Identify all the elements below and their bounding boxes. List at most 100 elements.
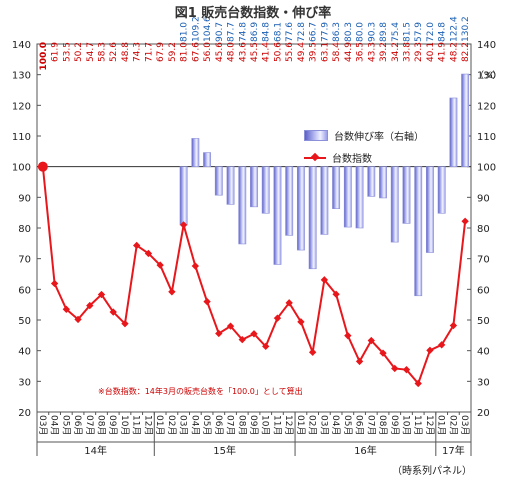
year-group-label: 16年 [354,444,377,457]
x-tick-label: 02月 [307,415,318,435]
y-left-tick-label: 30 [18,377,31,388]
legend-label-index: 台数指数 [332,153,372,165]
x-tick-label: 07月 [84,415,95,435]
index-point [332,290,340,298]
growth-bar [461,73,470,167]
y-right-tick-label: 60 [477,285,490,296]
growth-bar [250,166,258,208]
index-point [156,261,164,269]
y-right-tick-label: 100 [477,163,496,174]
growth-data-label: 109.2 [191,16,201,42]
index-data-label: 41.4 [262,42,272,62]
index-data-label: 48.0 [227,42,237,62]
growth-bar [179,166,188,226]
y-right-tick-label: 140 [477,40,496,51]
y-right-tick-label: 50 [477,316,490,327]
growth-data-label: 80.0 [356,22,366,42]
right-axis-unit: （%） [475,71,502,81]
growth-bar [343,166,352,228]
index-point [179,221,188,229]
y-right-tick-label: 80 [477,224,490,235]
y-right-tick-label: 40 [477,347,490,358]
x-tick-label: 05月 [60,415,71,435]
y-left-tick-label: 90 [18,193,31,204]
x-tick-label: 06月 [213,415,224,435]
index-data-label: 54.7 [86,42,96,62]
index-point [437,341,446,349]
x-tick-label: 12月 [424,415,435,435]
growth-data-label: 77.6 [285,22,295,42]
index-data-label: 45.5 [250,42,260,62]
index-point [203,297,211,306]
index-point [379,349,387,357]
y-left-tick-label: 50 [18,316,31,327]
x-tick-label: 04月 [189,415,200,435]
growth-data-label: 122.4 [449,16,459,42]
index-data-label: 71.7 [144,42,154,62]
index-data-label: 34.2 [391,42,401,62]
x-tick-label: 03月 [459,415,470,435]
x-tick-label: 11月 [271,415,282,435]
x-tick-label: 07月 [225,415,236,435]
growth-bar [390,166,399,243]
index-data-label: 81.0 [180,42,190,62]
index-point [74,315,82,324]
growth-data-label: 75.4 [391,22,401,42]
x-tick-label: 09月 [107,415,118,435]
index-data-label: 43.3 [367,42,377,62]
index-point [320,276,329,284]
growth-data-label: 84.8 [438,22,448,42]
index-data-label: 100.0 [39,42,49,70]
index-data-label: 43.6 [238,42,248,62]
y-left-tick-label: 60 [18,285,31,296]
growth-bar [273,166,282,265]
index-data-label: 50.2 [74,42,84,62]
y-right-tick-label: 120 [477,101,496,112]
x-tick-label: 08月 [377,415,388,435]
index-point [238,335,246,344]
index-point [367,336,375,345]
x-tick-label: 08月 [96,415,107,435]
y-right-tick-label: 130 [477,71,496,82]
index-data-label: 52.6 [109,42,119,62]
index-point [250,330,258,338]
index-point [62,305,71,313]
index-point [97,290,106,299]
x-tick-label: 10月 [260,415,271,435]
y-left-tick-label: 80 [18,224,31,235]
index-point [285,299,293,307]
legend-label-growth: 台数伸び率（右軸） [334,131,424,143]
x-tick-label: 12月 [142,415,153,435]
y-left-tick-label: 140 [12,40,31,51]
x-tick-label: 05月 [201,415,212,435]
growth-data-label: 80.3 [344,22,354,42]
y-left-tick-label: 40 [18,347,31,358]
index-point [37,161,48,172]
y-left-tick-label: 120 [12,101,31,112]
index-data-label: 63.1 [320,42,330,62]
growth-data-label: 130.2 [461,16,471,42]
y-left-tick-label: 20 [18,408,31,419]
y-left-tick-label: 110 [12,132,31,143]
x-tick-label: 07月 [365,415,376,435]
year-group-label: 14年 [84,444,107,457]
x-tick-label: 01月 [436,415,447,435]
index-point [414,379,422,388]
index-data-label: 67.9 [156,42,166,62]
x-tick-label: 03月 [178,415,189,435]
growth-bar [426,166,434,253]
y-right-tick-label: 110 [477,132,496,143]
index-point [273,314,282,322]
x-tick-label: 11月 [412,415,423,435]
index-data-label: 49.4 [297,42,307,62]
footnote: ※台数指数：14年3月の販売台数を「100.0」として算出 [98,387,303,396]
growth-bar [414,166,423,297]
growth-data-label: 81.5 [402,22,412,42]
y-right-tick-label: 20 [477,408,490,419]
growth-data-label: 84.8 [262,22,272,42]
index-point [402,366,411,374]
index-data-label: 53.5 [62,42,72,62]
x-tick-label: 02月 [447,415,458,435]
index-point [297,318,305,326]
x-tick-label: 05月 [342,415,353,435]
